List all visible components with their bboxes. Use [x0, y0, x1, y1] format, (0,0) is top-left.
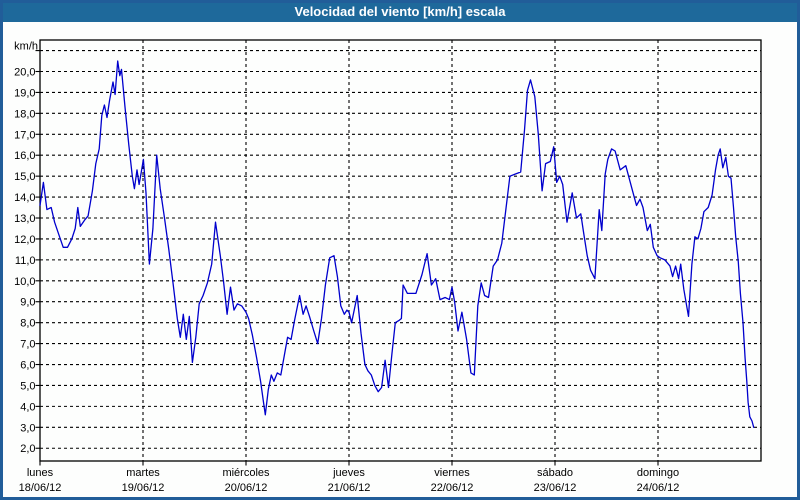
x-day-label: sábado — [537, 467, 573, 479]
x-day-label: miércoles — [222, 467, 270, 479]
title-bar: Velocidad del viento [km/h] escala — [0, 0, 800, 22]
x-day-label: lunes — [27, 467, 54, 479]
wind-speed-chart: km/h 20,0 19,0 18,0 17,0 16,0 15,0 14,0 13,0 12,0… — [14, 39, 762, 495]
y-tick-label: 16,0 — [14, 150, 35, 162]
y-tick-label: 2,0 — [20, 443, 35, 455]
y-tick-label: 13,0 — [14, 213, 35, 225]
x-date-label: 18/06/12 — [19, 482, 62, 494]
x-date-label: 24/06/12 — [637, 482, 680, 494]
x-day-label: jueves — [332, 467, 365, 479]
x-date-label: 22/06/12 — [431, 482, 474, 494]
x-date-label: 23/06/12 — [534, 482, 577, 494]
x-day-label: viernes — [434, 467, 470, 479]
y-tick-label: 15,0 — [14, 171, 35, 183]
plot-border — [39, 39, 762, 462]
axis-tick-layer — [35, 50, 659, 466]
x-date-label: 21/06/12 — [328, 482, 371, 494]
y-tick-label: 6,0 — [20, 360, 35, 372]
x-day-label: domingo — [637, 467, 679, 479]
chart-title: Velocidad del viento [km/h] escala — [294, 3, 506, 19]
x-date-label: 19/06/12 — [122, 482, 165, 494]
grid-layer — [40, 40, 761, 461]
y-tick-label: 7,0 — [20, 339, 35, 351]
plot-border-layer — [39, 39, 762, 462]
y-tick-label: 12,0 — [14, 234, 35, 246]
y-tick-label: 5,0 — [20, 380, 35, 392]
y-tick-label: 10,0 — [14, 276, 35, 288]
y-tick-label: 18,0 — [14, 108, 35, 120]
series-layer — [39, 60, 755, 428]
y-tick-label: 3,0 — [20, 422, 35, 434]
y-tick-label: 11,0 — [15, 255, 36, 267]
y-axis-unit-label: km/h — [14, 41, 38, 53]
wind-speed-line — [39, 60, 755, 428]
y-tick-label: 19,0 — [14, 87, 35, 99]
y-tick-label: 9,0 — [20, 297, 35, 309]
y-tick-label: 14,0 — [14, 192, 35, 204]
x-date-label: 20/06/12 — [225, 482, 268, 494]
y-tick-label: 8,0 — [20, 318, 35, 330]
y-tick-label: 17,0 — [14, 129, 35, 141]
axis-label-layer: km/h 20,0 19,0 18,0 17,0 16,0 15,0 14,0 13,0 12,0… — [14, 41, 679, 495]
y-tick-label: 20,0 — [14, 67, 35, 79]
x-day-label: martes — [126, 467, 160, 479]
y-tick-label: 4,0 — [20, 401, 35, 413]
